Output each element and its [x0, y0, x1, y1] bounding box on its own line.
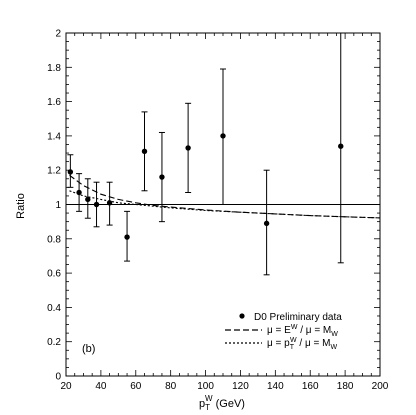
y-tick-label: 1.4	[47, 131, 61, 142]
data-marker	[185, 145, 191, 151]
x-tick-label: 80	[165, 381, 177, 392]
y-tick-label: 0.4	[47, 303, 61, 314]
y-tick-label: 2	[55, 29, 61, 40]
curve-layer	[69, 174, 381, 219]
y-tick-label: 0.6	[47, 269, 61, 280]
panel-label: (b)	[82, 343, 95, 355]
data-marker	[338, 143, 344, 149]
data-point	[124, 210, 131, 262]
x-axis-title: pTW (GeV)	[199, 394, 245, 412]
data-point	[185, 102, 192, 193]
data-point	[141, 111, 148, 192]
legend-label-dashed: μ = EW / μ = MW	[267, 324, 338, 338]
data-point	[263, 169, 270, 276]
curve-dotted	[69, 190, 381, 219]
data-marker	[93, 201, 100, 208]
data-marker	[124, 234, 130, 240]
data-point	[337, 32, 344, 264]
data-marker	[76, 189, 82, 196]
y-axis-title: Ratio	[15, 193, 27, 219]
data-points-layer	[67, 32, 344, 276]
y-tick-label: 0.2	[47, 337, 61, 348]
data-point	[67, 154, 74, 188]
data-point	[158, 131, 165, 223]
x-tick-label: 120	[232, 381, 249, 392]
x-tick-label: 60	[130, 381, 142, 392]
data-point	[84, 178, 91, 219]
x-tick-label: 100	[197, 381, 214, 392]
legend-label-dotted: μ = pTW / μ = MW	[267, 337, 337, 351]
x-tick-label: 20	[60, 381, 72, 392]
y-tick-label: 1	[55, 200, 61, 211]
data-point	[106, 181, 113, 226]
data-marker	[85, 196, 91, 203]
legend-label-data: D0 Preliminary data	[254, 312, 342, 323]
data-point	[76, 173, 83, 212]
x-tick-label: 140	[267, 381, 284, 392]
data-marker	[159, 174, 165, 180]
data-marker	[106, 200, 113, 206]
x-tick-label: 200	[372, 381, 389, 392]
y-tick-label: 1.8	[47, 63, 61, 74]
legend: D0 Preliminary data μ = EW / μ = MW μ = …	[225, 312, 342, 351]
data-marker	[141, 148, 148, 155]
legend-marker-data	[239, 313, 245, 319]
x-tick-label: 40	[95, 381, 107, 392]
y-tick-label: 0	[55, 372, 61, 383]
axis-ticks: 20 40 60 80 100 120 140 160 180 200 0 0.2 0.4 0.6 0.8 1…	[47, 29, 389, 393]
data-marker	[220, 133, 226, 139]
data-point	[220, 68, 226, 205]
y-tick-label: 0.8	[47, 234, 61, 245]
data-point	[93, 181, 100, 228]
data-marker	[263, 220, 270, 227]
y-tick-label: 1.2	[47, 166, 61, 177]
curve-dashed	[69, 174, 381, 219]
x-tick-label: 160	[302, 381, 319, 392]
x-tick-label: 180	[337, 381, 354, 392]
y-tick-label: 1.6	[47, 97, 61, 108]
